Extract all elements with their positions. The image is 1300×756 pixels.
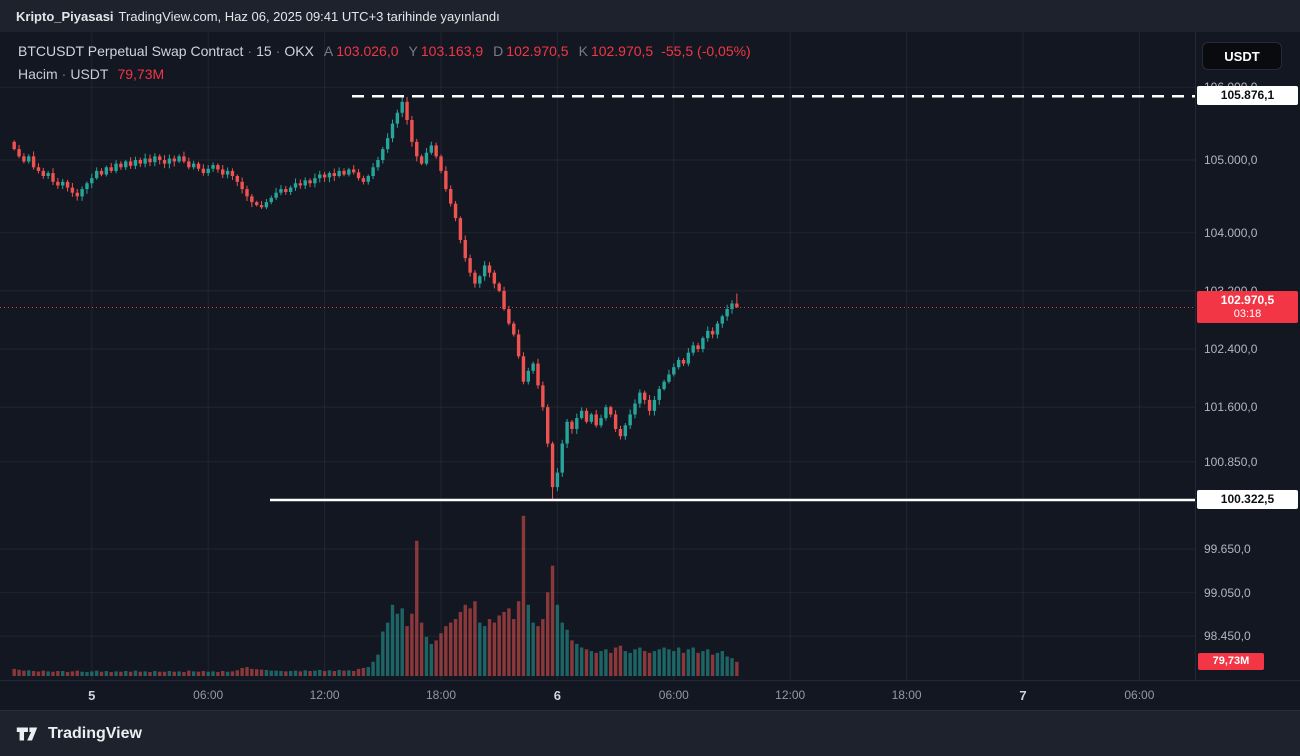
price-tick: 100.850,0 [1204, 454, 1258, 469]
high-letter: Y [408, 43, 418, 59]
tradingview-brand-text[interactable]: TradingView [48, 724, 142, 742]
support-price-label: 100.322,5 [1197, 490, 1298, 510]
price-tick: 102.400,0 [1204, 342, 1258, 357]
interval-label[interactable]: 15 [256, 43, 272, 59]
tradingview-logo-icon[interactable] [14, 721, 40, 747]
publisher-text: TradingView.com, Haz 06, 2025 09:41 UTC+… [118, 8, 500, 24]
time-tick: 06:00 [193, 688, 224, 702]
separator-dot: · [247, 43, 253, 59]
time-tick: 12:00 [309, 688, 340, 702]
time-tick: 5 [88, 688, 96, 703]
low-letter: D [493, 43, 504, 59]
publisher-name: Kripto_Piyasasi [16, 8, 114, 24]
price-tick: 101.600,0 [1204, 400, 1258, 415]
last-price-value: 102.970,5 [1220, 292, 1275, 307]
price-tick: 104.000,0 [1204, 225, 1258, 240]
price-change: -55,5 (-0,05%) [661, 43, 751, 59]
volume-indicator-label[interactable]: Hacim [18, 66, 58, 82]
close-value: 102.970,5 [590, 43, 654, 59]
time-tick: 06:00 [1124, 688, 1155, 702]
time-axis[interactable]: 5 06:00 12:00 18:00 6 06:00 12:00 18:00 7 06:00 [0, 680, 1300, 710]
last-price-label: 102.970,5 03:18 [1197, 290, 1298, 323]
resistance-price-label: 105.876,1 [1197, 86, 1298, 106]
separator-dot: · [61, 66, 67, 82]
price-tick: 98.450,0 [1204, 629, 1251, 644]
volume-value: 79,73M [117, 66, 165, 82]
high-value: 103.163,9 [420, 43, 484, 59]
chart-area: BTCUSDT Perpetual Swap Contract · 15 · OKX A 1… [0, 32, 1300, 680]
time-tick: 12:00 [775, 688, 806, 702]
time-tick: 7 [1019, 688, 1027, 703]
symbol-title[interactable]: BTCUSDT Perpetual Swap Contract [18, 43, 244, 59]
time-tick: 6 [553, 688, 561, 703]
symbol-row: BTCUSDT Perpetual Swap Contract · 15 · OKX A 1… [18, 40, 751, 63]
time-tick: 06:00 [658, 688, 689, 702]
open-letter: A [323, 43, 334, 59]
price-axis[interactable]: 106.000,0105.000,0104.000,0103.200,0102.… [1195, 32, 1300, 680]
volume-unit-label: USDT [70, 66, 109, 82]
time-tick: 18:00 [425, 688, 457, 702]
volume-axis-label: 79,73M [1198, 652, 1264, 670]
price-tick: 105.000,0 [1204, 153, 1258, 167]
low-value: 102.970,5 [506, 43, 569, 59]
bar-countdown: 03:18 [1233, 307, 1262, 320]
volume-row: Hacim · USDT 79,73M [18, 63, 751, 86]
footer-bar: TradingView [0, 710, 1300, 756]
price-tick: 99.650,0 [1204, 541, 1251, 556]
currency-toggle-button[interactable]: USDT [1202, 42, 1282, 70]
time-tick: 18:00 [891, 688, 922, 702]
publisher-bar: Kripto_Piyasasi TradingView.com, Haz 06,… [0, 0, 1300, 32]
separator-dot: · [275, 43, 281, 59]
open-value: 103.026,0 [336, 43, 399, 59]
exchange-label[interactable]: OKX [284, 43, 314, 59]
candlestick-chart-canvas[interactable] [0, 32, 1195, 680]
chart-legend: BTCUSDT Perpetual Swap Contract · 15 · OKX A 1… [18, 40, 751, 86]
close-letter: K [578, 43, 588, 59]
price-tick: 99.050,0 [1204, 585, 1251, 600]
